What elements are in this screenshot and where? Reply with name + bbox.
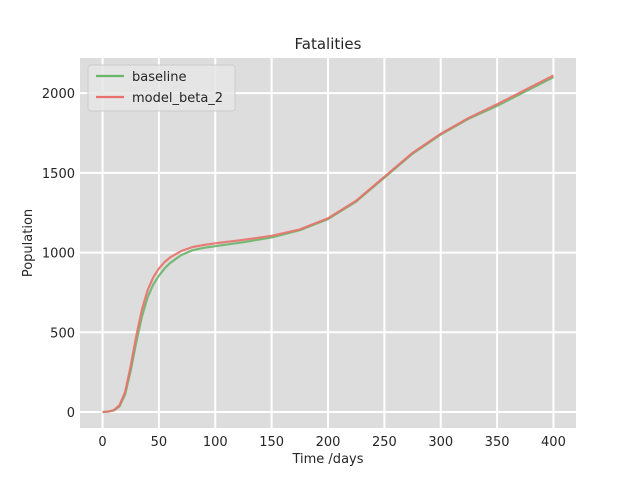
x-tick-label: 150: [259, 435, 284, 450]
x-tick-label: 200: [316, 435, 341, 450]
chart-title: Fatalities: [295, 35, 362, 53]
x-tick-label: 300: [428, 435, 453, 450]
legend: baseline model_beta_2: [87, 64, 236, 112]
series-lines: [102, 74, 554, 414]
x-tick-label: 50: [151, 435, 168, 450]
x-axis-label: Time /days: [291, 452, 363, 467]
x-tick-label: 0: [98, 435, 106, 450]
x-tick-label: 350: [485, 435, 510, 450]
series-line-model-beta-2: [102, 74, 554, 414]
y-tick-label: 1000: [42, 247, 75, 262]
y-tick-label: 1500: [42, 167, 75, 182]
legend-label-model-beta-2: model_beta_2: [132, 91, 223, 106]
y-tick-label: 2000: [42, 87, 75, 102]
legend-label-baseline: baseline: [132, 70, 186, 85]
x-tick-label: 400: [541, 435, 566, 450]
y-tick-label: 500: [50, 326, 75, 341]
x-tick-label: 250: [372, 435, 397, 450]
tick-labels: 0 50 100 150 200 250 300 350 400 0 500 1000 1500 2000: [42, 87, 566, 450]
y-axis-label: Population: [21, 209, 36, 277]
legend-box: [87, 64, 236, 112]
y-tick-label: 0: [67, 406, 75, 421]
x-tick-label: 100: [203, 435, 228, 450]
